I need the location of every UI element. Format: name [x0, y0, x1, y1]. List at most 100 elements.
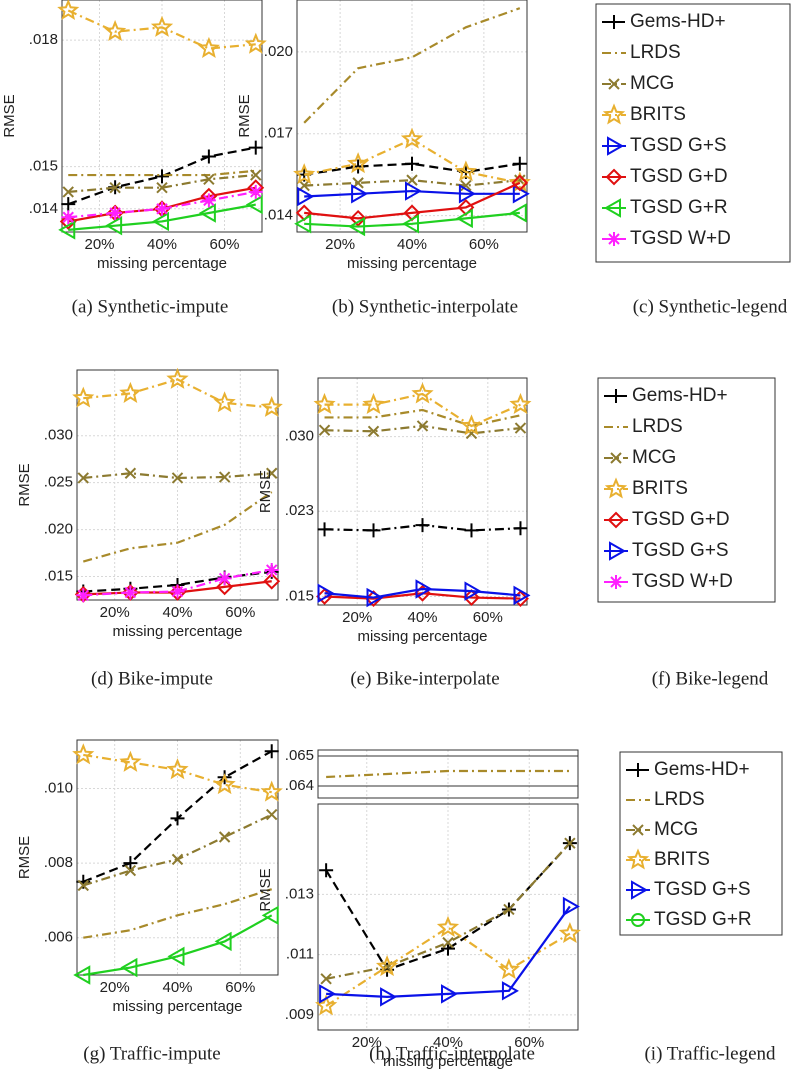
legend-marker: [631, 880, 649, 900]
data-point: [511, 174, 529, 192]
data-point: [121, 584, 139, 601]
data-point: [73, 965, 91, 985]
legend-label: TGSD G+R: [654, 909, 752, 930]
caption: (c) Synthetic-legend: [633, 296, 788, 317]
x-tick-label: 40%: [407, 609, 437, 626]
x-axis-label: missing percentage: [112, 623, 242, 640]
data-point: [166, 758, 189, 780]
legend-marker: [609, 389, 623, 403]
x-tick-label: 60%: [469, 236, 499, 253]
data-point: [318, 424, 331, 436]
data-point: [213, 391, 236, 413]
series-line: [303, 137, 521, 184]
legend-box: [597, 377, 776, 603]
y-tick-label: .065: [285, 747, 314, 764]
x-tick-label: 60%: [225, 604, 255, 621]
data-point: [380, 987, 398, 1007]
x-tick-label: 60%: [225, 979, 255, 996]
data-point: [266, 467, 278, 479]
legend-label: Gems-HD+: [630, 11, 726, 32]
data-point: [348, 216, 366, 237]
caption: (i) Traffic-legend: [644, 1043, 776, 1064]
legend-label: TGSD G+S: [654, 879, 751, 900]
data-point: [320, 973, 332, 985]
series-line: [68, 169, 256, 177]
data-point: [366, 523, 381, 538]
data-point: [61, 210, 76, 225]
data-point: [59, 213, 77, 230]
x-tick-label: 60%: [209, 236, 239, 253]
data-point: [266, 808, 278, 821]
x-axis-label: missing percentage: [112, 998, 242, 1015]
plot-frame: [317, 749, 579, 799]
legend-label: BRITS: [630, 104, 686, 125]
legend-label: TGSD G+D: [630, 166, 728, 187]
y-tick-label: .014: [29, 200, 58, 217]
data-point: [503, 903, 515, 916]
data-point: [119, 381, 142, 403]
data-point: [263, 572, 281, 590]
series-line: [324, 587, 521, 599]
data-point: [464, 523, 479, 538]
legend-marker: [610, 452, 622, 464]
data-point: [367, 425, 380, 437]
series-line: [304, 189, 520, 198]
series-line: [303, 7, 521, 124]
plot-frame: [317, 377, 528, 606]
y-tick-label: .010: [44, 779, 73, 796]
legend-label: TGSD G+D: [632, 509, 730, 530]
x-axis-label: missing percentage: [383, 1053, 513, 1070]
data-point: [214, 931, 232, 952]
series-line: [324, 392, 521, 428]
legend-label: MCG: [630, 73, 674, 94]
data-point: [104, 19, 127, 42]
legend-marker: [605, 168, 623, 186]
data-point: [415, 579, 433, 599]
data-point: [213, 773, 236, 795]
data-point: [123, 585, 138, 600]
y-tick-label: .009: [285, 1006, 314, 1023]
data-point: [218, 831, 231, 843]
data-point: [123, 856, 138, 871]
caption: (a) Synthetic-impute: [72, 296, 229, 317]
legend-marker: [602, 103, 626, 125]
legend-label: BRITS: [654, 849, 710, 870]
caption: (e) Bike-interpolate: [350, 668, 499, 689]
x-tick-label: 20%: [352, 1034, 382, 1051]
data-point: [77, 879, 89, 892]
legend-marker: [626, 848, 650, 870]
data-point: [441, 984, 459, 1004]
series-line: [82, 491, 273, 563]
legend-label: Gems-HD+: [632, 385, 728, 406]
series-line: [67, 9, 256, 50]
data-point: [317, 522, 332, 537]
data-point: [463, 589, 480, 606]
y-tick-label: .015: [44, 567, 73, 584]
data-point: [77, 472, 89, 484]
x-axis-label: missing percentage: [357, 628, 487, 645]
legend-marker: [607, 136, 625, 156]
y-axis-label: RMSE: [16, 836, 33, 879]
data-point: [76, 588, 91, 603]
legend-label: TGSD W+D: [630, 228, 731, 249]
series-line: [83, 472, 272, 480]
data-point: [362, 392, 385, 415]
y-tick-label: .020: [264, 43, 293, 60]
y-axis-label: RMSE: [16, 463, 33, 506]
data-point: [562, 896, 580, 917]
caption: (d) Bike-impute: [91, 668, 213, 689]
data-point: [198, 203, 216, 223]
legend-label: MCG: [632, 447, 676, 468]
x-tick-label: 20%: [100, 604, 130, 621]
data-point: [454, 160, 478, 182]
data-point: [260, 780, 283, 802]
data-point: [171, 853, 184, 866]
data-point: [217, 571, 232, 586]
data-point: [120, 957, 138, 978]
series-line: [83, 914, 273, 977]
plot-frame: [76, 739, 279, 976]
series-line: [83, 888, 273, 939]
legend-label: LRDS: [630, 42, 681, 63]
data-point: [458, 184, 476, 204]
